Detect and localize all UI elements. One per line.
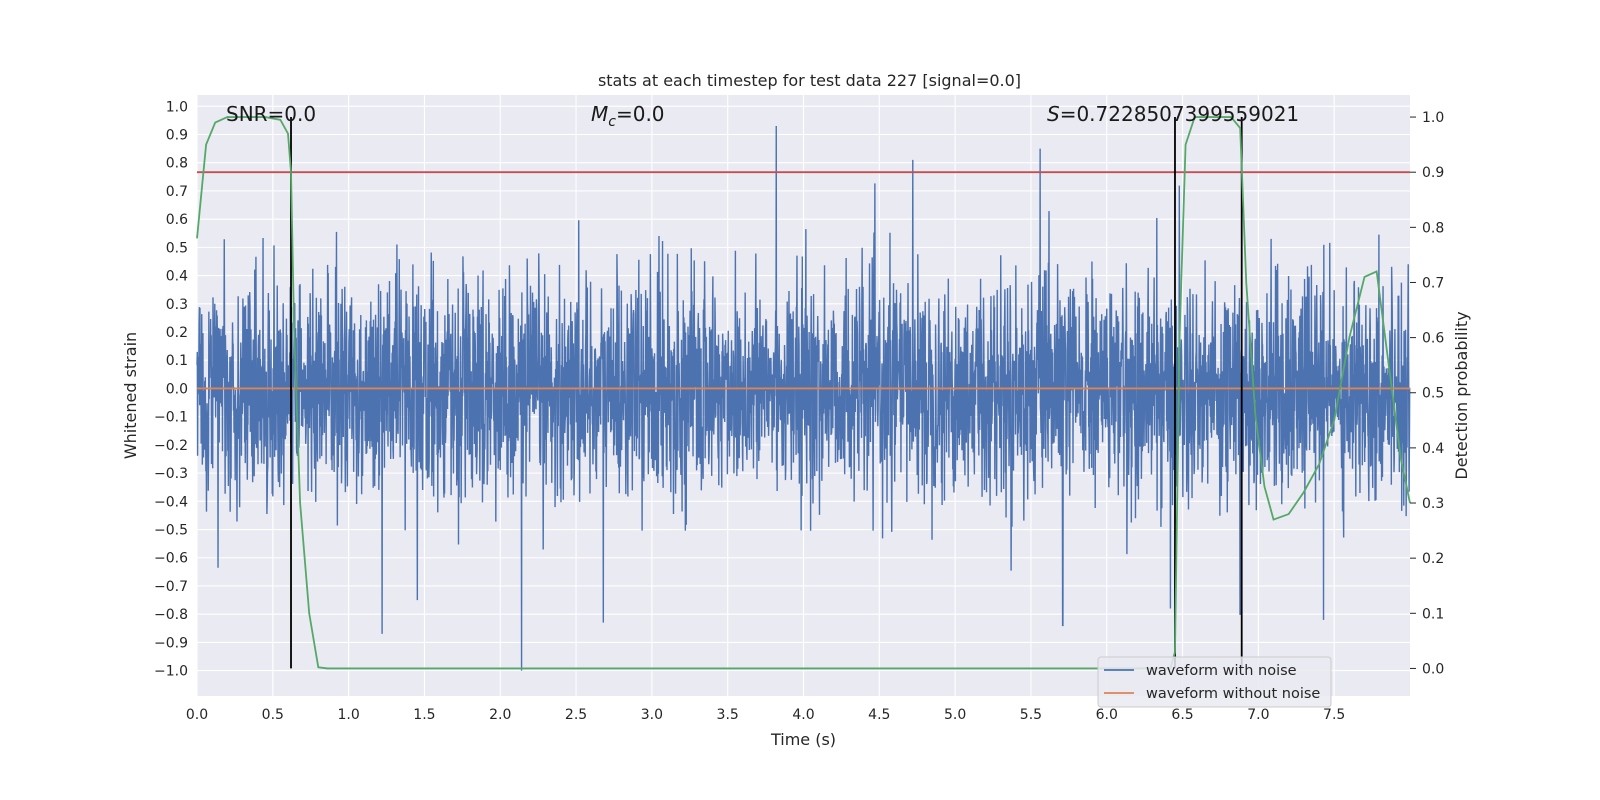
y2-axis-label: Detection probability <box>1452 311 1471 479</box>
snr-annotation: SNR=0.0 <box>226 102 316 126</box>
y-tick-label: −0.8 <box>154 607 188 623</box>
x-tick-label: 7.0 <box>1247 707 1269 723</box>
y-tick-label: 0.1 <box>166 353 188 369</box>
annotations: SNR=0.0 Mc=0.0 S=0.7228507399559021 <box>226 102 1299 130</box>
x-tick-label: 4.5 <box>868 707 890 723</box>
y-tick-label: −0.2 <box>154 438 188 454</box>
chirp-mass-subscript: c <box>608 114 616 130</box>
y2-tick-label: 0.4 <box>1422 441 1444 457</box>
y-tick-label: 0.8 <box>166 156 188 172</box>
y2-tick-label: 0.0 <box>1422 661 1444 677</box>
x-tick-label: 6.0 <box>1096 707 1118 723</box>
y-tick-label: 0.9 <box>166 128 188 144</box>
noise-waveform <box>196 126 1411 671</box>
score-symbol: S <box>1047 102 1060 126</box>
y-tick-label: 0.4 <box>166 269 188 285</box>
x-tick-label: 1.0 <box>337 707 359 723</box>
y-tick-label: 1.0 <box>166 99 188 115</box>
y2-tick-label: 0.8 <box>1422 220 1444 236</box>
x-tick-label: 3.0 <box>641 707 663 723</box>
y-tick-label: −0.5 <box>154 523 188 539</box>
y-tick-label: 0.6 <box>166 212 188 228</box>
x-tick-label: 2.0 <box>489 707 511 723</box>
y-tick-label: 0.5 <box>166 240 188 256</box>
x-tick-label: 2.5 <box>565 707 587 723</box>
y-tick-label: −0.7 <box>154 579 188 595</box>
score-value: =0.7228507399559021 <box>1060 102 1299 126</box>
y-tick-label: 0.3 <box>166 297 188 313</box>
x-tick-label: 6.5 <box>1171 707 1193 723</box>
y-axis-label: Whitened strain <box>121 332 140 459</box>
chirp-mass-symbol: M <box>591 102 608 126</box>
y2-tick-label: 0.5 <box>1422 386 1444 402</box>
y2-tick-label: 0.7 <box>1422 275 1444 291</box>
chirp-mass-annotation: Mc=0.0 <box>591 102 665 130</box>
x-tick-label: 1.5 <box>413 707 435 723</box>
x-tick-label: 3.5 <box>717 707 739 723</box>
x-tick-label: 5.0 <box>944 707 966 723</box>
y-tick-label: −0.9 <box>154 635 188 651</box>
noise-waveform-line <box>196 126 1411 671</box>
y-tick-label: −0.3 <box>154 466 188 482</box>
chirp-mass-value: =0.0 <box>616 102 665 126</box>
y2-tick-label: 0.2 <box>1422 551 1444 567</box>
x-tick-label: 0.0 <box>186 707 208 723</box>
y2-tick-label: 1.0 <box>1422 110 1444 126</box>
y2-tick-label: 0.9 <box>1422 165 1444 181</box>
x-axis-label: Time (s) <box>770 730 836 749</box>
axes: 0.0 0.5 1.0 1.5 2.0 2.5 3.0 3.5 4.0 4.5 5.0 5.5 6.0 6… <box>154 99 1444 723</box>
y2-tick-label: 0.6 <box>1422 331 1444 347</box>
legend-label-clean: waveform without noise <box>1146 686 1320 702</box>
y-tick-label: −0.1 <box>154 410 188 426</box>
y-tick-label: −1.0 <box>154 664 188 680</box>
y-tick-label: 0.7 <box>166 184 188 200</box>
y2-tick-label: 0.3 <box>1422 496 1444 512</box>
y-tick-label: −0.6 <box>154 551 188 567</box>
legend-label-noise: waveform with noise <box>1146 663 1297 679</box>
legend-box <box>1097 656 1332 708</box>
chart-title: stats at each timestep for test data 227… <box>598 71 1021 90</box>
y-tick-label: −0.4 <box>154 494 188 510</box>
y-tick-label: 0.0 <box>166 381 188 397</box>
y2-tick-label: 0.1 <box>1422 606 1444 622</box>
y-tick-label: 0.2 <box>166 325 188 341</box>
score-annotation: S=0.7228507399559021 <box>1047 102 1299 126</box>
x-tick-label: 7.5 <box>1323 707 1345 723</box>
x-tick-label: 0.5 <box>262 707 284 723</box>
x-tick-label: 5.5 <box>1020 707 1042 723</box>
x-tick-label: 4.0 <box>792 707 814 723</box>
legend: waveform with noise waveform without noi… <box>1097 656 1332 708</box>
